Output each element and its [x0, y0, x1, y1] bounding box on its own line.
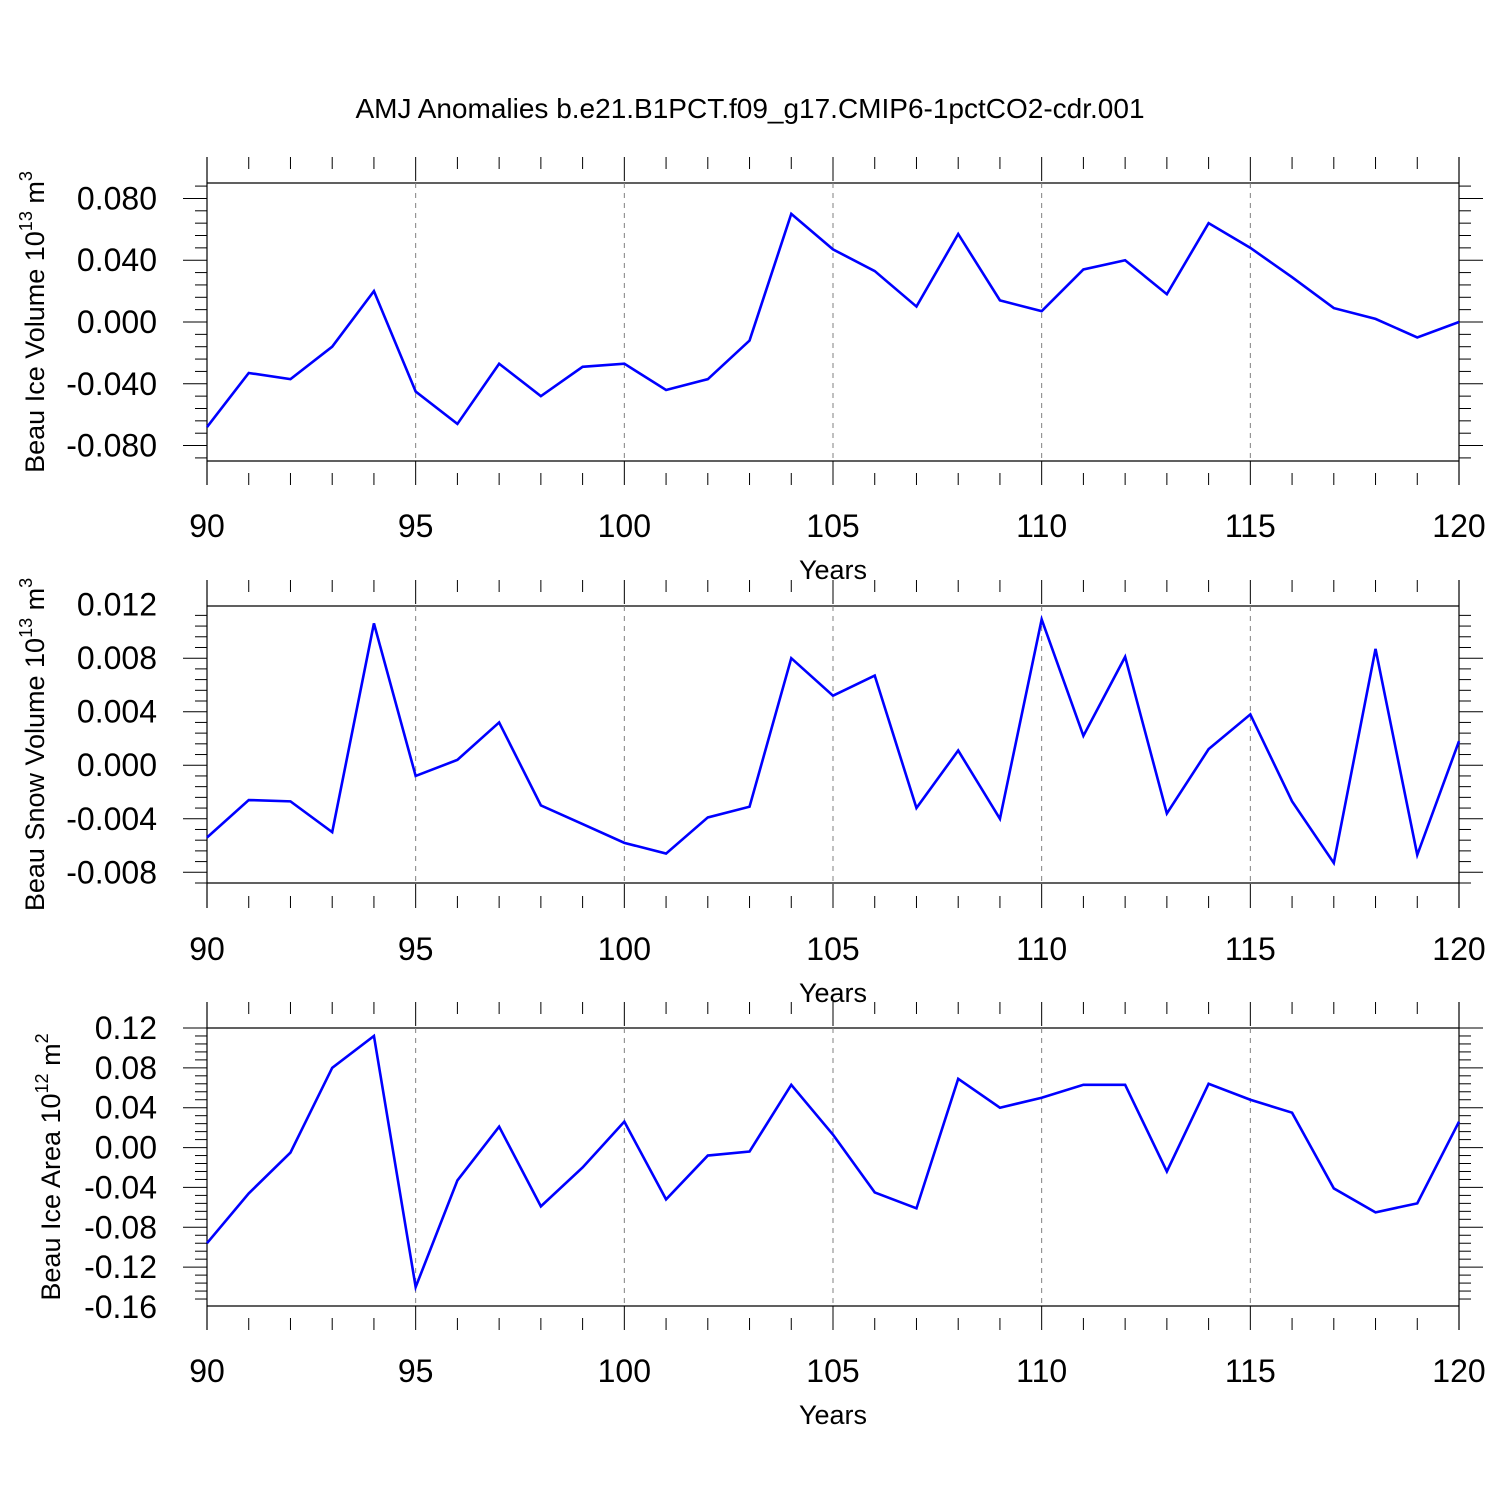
- x-axis-label: Years: [799, 1400, 867, 1430]
- y-tick-label: -0.12: [84, 1249, 157, 1285]
- y-tick-label: -0.004: [66, 801, 157, 837]
- x-tick-label: 95: [398, 931, 434, 967]
- y-axis-label-part: 3: [16, 578, 36, 588]
- y-tick-label: -0.08: [84, 1209, 157, 1245]
- x-tick-label: 95: [398, 508, 434, 544]
- x-tick-label: 115: [1225, 1353, 1276, 1389]
- y-tick-label: 0.012: [77, 587, 157, 623]
- y-tick-label: -0.16: [84, 1289, 157, 1325]
- y-axis-label: Beau Ice Volume 1013 m3: [16, 171, 50, 473]
- y-axis-label-part: Beau Ice Area 10: [36, 1093, 66, 1300]
- y-axis-label-part: m: [20, 588, 50, 618]
- x-tick-label: 105: [806, 931, 859, 967]
- x-tick-label: 115: [1225, 931, 1276, 967]
- x-tick-label: 100: [598, 1353, 651, 1389]
- y-tick-label: -0.040: [66, 366, 157, 402]
- x-tick-label: 110: [1016, 1353, 1067, 1389]
- y-tick-label: 0.080: [77, 180, 157, 216]
- y-axis-label: Beau Ice Area 1012 m2: [32, 1033, 66, 1300]
- y-axis-label-part: 13: [16, 618, 36, 638]
- x-tick-label: 115: [1225, 508, 1276, 544]
- y-tick-label: 0.000: [77, 747, 157, 783]
- x-tick-label: 120: [1432, 508, 1485, 544]
- x-tick-label: 105: [806, 1353, 859, 1389]
- panel-2: 90 95 100 105 110 115 120Years0.0120.0080.0040…: [16, 578, 1486, 1008]
- y-tick-label: 0.00: [95, 1130, 157, 1166]
- x-tick-label: 100: [598, 931, 651, 967]
- x-tick-label: 90: [189, 1353, 225, 1389]
- y-tick-label: -0.008: [66, 854, 157, 890]
- y-axis-label-part: 2: [32, 1033, 52, 1043]
- y-tick-label: 0.004: [77, 694, 157, 730]
- y-axis-label-part: m: [36, 1043, 66, 1073]
- y-tick-label: 0.08: [95, 1050, 157, 1086]
- figure-title: AMJ Anomalies b.e21.B1PCT.f09_g17.CMIP6-…: [355, 93, 1145, 124]
- x-tick-label: 95: [398, 1353, 434, 1389]
- y-tick-label: -0.080: [66, 428, 157, 464]
- y-axis-label-part: Beau Ice Volume 10: [20, 231, 50, 473]
- panel-3: 90 95 100 105 110 115 120 Years 0.12 0.08 0.04 0.00…: [32, 1002, 1486, 1430]
- x-tick-label: 90: [189, 508, 225, 544]
- y-axis-label-part: m: [20, 181, 50, 211]
- y-tick-label: 0.040: [77, 242, 157, 278]
- panel-1: 90 95 100 105 110 115 120Years0.0800.0400.000-…: [16, 157, 1486, 585]
- x-tick-label: 110: [1016, 931, 1067, 967]
- y-tick-label: 0.12: [95, 1010, 157, 1046]
- x-tick-label: 105: [806, 508, 859, 544]
- x-tick-label: 100: [598, 508, 651, 544]
- x-tick-label: 90: [189, 931, 225, 967]
- y-tick-label: 0.000: [77, 304, 157, 340]
- y-tick-label: 0.04: [95, 1090, 157, 1126]
- y-axis-label: Beau Snow Volume 1013 m3: [16, 578, 50, 911]
- y-tick-label: -0.04: [84, 1169, 157, 1205]
- x-tick-label: 120: [1432, 1353, 1485, 1389]
- y-axis-label-part: 3: [16, 171, 36, 181]
- x-tick-label: 110: [1016, 508, 1067, 544]
- x-tick-label: 120: [1432, 931, 1485, 967]
- y-axis-label-part: Beau Snow Volume 10: [20, 638, 50, 911]
- y-tick-label: 0.008: [77, 640, 157, 676]
- y-axis-label-part: 12: [32, 1073, 52, 1093]
- y-axis-label-part: 13: [16, 211, 36, 231]
